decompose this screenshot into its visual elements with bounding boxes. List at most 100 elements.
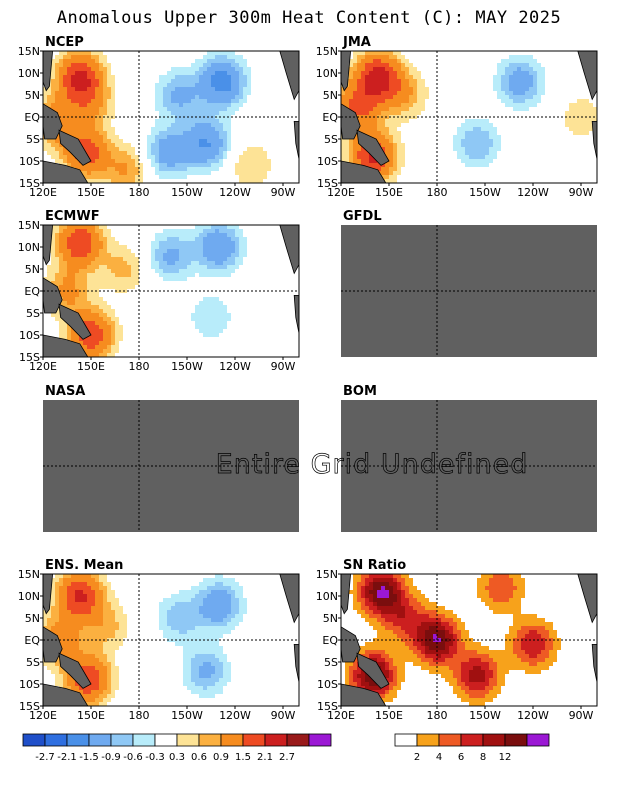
panel-title: GFDL <box>343 209 382 224</box>
colorbar-swatch <box>242 733 266 747</box>
colorbar-swatch <box>154 733 178 747</box>
colorbar-label: -2.1 <box>57 752 77 763</box>
x-tick-label: 90W <box>271 709 296 722</box>
colorbar-label: 2 <box>414 752 420 763</box>
anomaly-colorbar: -2.7 -2.1 -1.5 -0.9 -0.6 -0.3 0.3 0.6 0.9 1.5 2.1 2… <box>22 733 332 763</box>
panel-title: SN Ratio <box>343 558 406 573</box>
panel-gfdl: GFDL <box>341 209 597 357</box>
colorbar-swatch <box>482 733 506 747</box>
colorbar-swatch <box>220 733 244 747</box>
panels: NCEP 120E 150E 180 150W 120W 90W 15N 10N 5N EQ 5S 10… <box>18 35 598 722</box>
panel-ncep: NCEP 120E 150E 180 150W 120W 90W 15N 10N 5N EQ 5S 10… <box>18 35 300 199</box>
panel-title: BOM <box>343 384 377 399</box>
colorbar-label: -0.3 <box>145 752 165 763</box>
y-tick-label: 5N <box>323 612 338 625</box>
y-tick-label: 15N <box>316 568 338 581</box>
colorbar-swatch <box>22 733 46 747</box>
x-tick-label: 150W <box>171 360 203 373</box>
x-tick-label: 120E <box>29 360 57 373</box>
y-tick-label: EQ <box>24 111 40 124</box>
x-tick-label: 180 <box>129 709 150 722</box>
colorbar-swatch <box>438 733 462 747</box>
colorbar-label: 4 <box>436 752 442 763</box>
x-tick-label: 120W <box>219 360 251 373</box>
x-tick-label: 180 <box>129 186 150 199</box>
x-tick-label: 180 <box>129 360 150 373</box>
x-tick-label: 90W <box>569 186 594 199</box>
x-tick-label: 120E <box>29 709 57 722</box>
y-tick-label: EQ <box>24 285 40 298</box>
y-tick-label: 15N <box>316 45 338 58</box>
y-tick-label: 15S <box>317 700 338 713</box>
y-tick-label: 10N <box>316 67 338 80</box>
y-tick-label: 5N <box>323 89 338 102</box>
y-tick-label: 10S <box>19 678 40 691</box>
y-tick-label: 5N <box>25 89 40 102</box>
panel-bom: BOM <box>341 384 597 532</box>
y-tick-label: 10S <box>19 155 40 168</box>
colorbar-swatch <box>88 733 112 747</box>
panel-title: NASA <box>45 384 85 399</box>
y-tick-label: 10N <box>316 590 338 603</box>
colorbar-label: -1.5 <box>79 752 99 763</box>
colorbar-label: 0.3 <box>169 752 185 763</box>
colorbar-label: 6 <box>458 752 464 763</box>
y-tick-label: 10N <box>18 241 40 254</box>
x-tick-label: 90W <box>569 709 594 722</box>
panel-title: NCEP <box>45 35 84 50</box>
colorbar-swatch <box>132 733 156 747</box>
colorbar-label: 2.7 <box>279 752 295 763</box>
y-tick-label: 15S <box>19 177 40 190</box>
colorbar-swatch <box>110 733 134 747</box>
panel-title: JMA <box>342 35 371 50</box>
colorbar-swatch <box>504 733 528 747</box>
colorbar-label: 12 <box>499 752 512 763</box>
x-tick-label: 150W <box>171 709 203 722</box>
x-tick-label: 150W <box>171 186 203 199</box>
y-tick-label: 5N <box>25 263 40 276</box>
colorbar-label: -0.9 <box>101 752 121 763</box>
x-tick-label: 180 <box>427 186 448 199</box>
colorbar-swatch <box>198 733 222 747</box>
y-tick-label: 10S <box>317 678 338 691</box>
y-tick-label: 15N <box>18 568 40 581</box>
y-tick-label: 10S <box>317 155 338 168</box>
colorbar-label: 0.6 <box>191 752 207 763</box>
x-tick-label: 120W <box>219 709 251 722</box>
x-tick-label: 120E <box>327 186 355 199</box>
x-tick-label: 120E <box>29 186 57 199</box>
x-tick-label: 150W <box>469 709 501 722</box>
colorbar-label: -0.6 <box>123 752 143 763</box>
y-tick-label: 5S <box>324 133 338 146</box>
x-tick-label: 150E <box>375 709 403 722</box>
colorbar-swatch <box>264 733 288 747</box>
y-tick-label: 15S <box>19 700 40 713</box>
x-tick-label: 120W <box>517 186 549 199</box>
y-tick-label: 5S <box>324 656 338 669</box>
colorbar-swatch <box>526 733 550 747</box>
panel-ens-mean: ENS. Mean 120E 150E 180 150W 120W 90W 15N 10N 5N E… <box>18 558 300 722</box>
panel-nasa: NASA <box>43 384 299 532</box>
panel-title: ECMWF <box>45 209 100 224</box>
x-tick-label: 150E <box>77 360 105 373</box>
panel-sn-ratio: SN Ratio 120E 150E 180 150W 120W 90W 15N 10N 5N EQ… <box>316 558 598 722</box>
colorbar-label: 1.5 <box>235 752 251 763</box>
colorbar-label: 0.9 <box>213 752 229 763</box>
x-tick-label: 90W <box>271 360 296 373</box>
y-tick-label: 10S <box>19 329 40 342</box>
snr-colorbar: 2 4 6 8 12 <box>394 733 550 763</box>
colorbar-swatch <box>394 733 418 747</box>
x-tick-label: 150E <box>77 186 105 199</box>
y-tick-label: EQ <box>24 634 40 647</box>
colorbar-swatch <box>286 733 310 747</box>
colorbar-label: -2.7 <box>35 752 55 763</box>
y-tick-label: 15N <box>18 219 40 232</box>
colorbar-swatch <box>416 733 440 747</box>
colorbar-label: 8 <box>480 752 486 763</box>
y-tick-label: 15S <box>317 177 338 190</box>
panel-jma: JMA 120E 150E 180 150W 120W 90W 15N 10N 5N EQ 5S 10S… <box>316 35 598 199</box>
x-tick-label: 90W <box>271 186 296 199</box>
x-tick-label: 120E <box>327 709 355 722</box>
colorbar-swatch <box>460 733 484 747</box>
y-tick-label: 5S <box>26 133 40 146</box>
